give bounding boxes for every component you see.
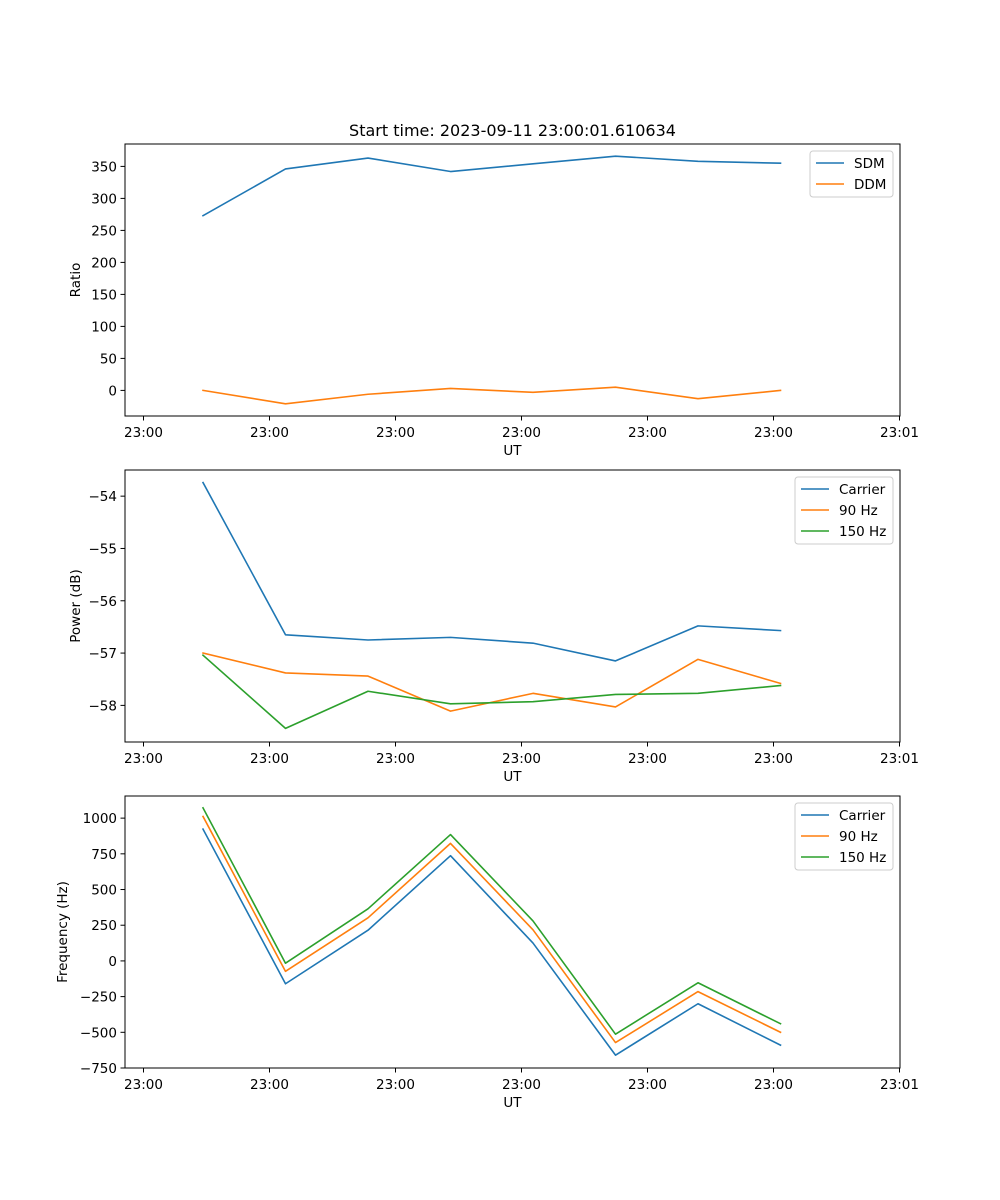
x-tick-label: 23:00	[502, 1077, 541, 1093]
legend-box	[794, 476, 894, 545]
legend: SDM DDM	[809, 150, 894, 198]
series-line-150-hz	[201, 654, 782, 730]
y-tick-label: 300	[91, 191, 117, 207]
legend-label: DDM	[854, 177, 886, 193]
x-tick-label: 23:01	[880, 1077, 919, 1093]
y-tick-label: 250	[91, 223, 117, 239]
series-line-150-hz	[201, 806, 782, 1035]
y-tick-label: −56	[89, 594, 118, 610]
x-tick-label: 23:01	[880, 425, 919, 441]
x-tick-label: 23:00	[754, 1077, 793, 1093]
chart-title: Start time: 2023-09-11 23:00:01.610634	[349, 121, 676, 140]
y-tick-label: 250	[91, 918, 117, 934]
legend-label: 150 Hz	[839, 850, 886, 866]
y-tick-label: 150	[91, 287, 117, 303]
y-tick-label: −750	[80, 1061, 117, 1077]
y-axis-label: Power (dB)	[68, 569, 84, 642]
y-tick-label: 100	[91, 319, 117, 335]
x-tick-label: 23:00	[628, 751, 667, 767]
x-tick-label: 23:01	[880, 751, 919, 767]
series-line-sdm	[201, 155, 782, 217]
legend-box	[794, 802, 894, 871]
y-axis-label: Frequency (Hz)	[55, 881, 71, 983]
x-tick-label: 23:00	[124, 1077, 163, 1093]
legend: Carrier 90 Hz 150 Hz	[794, 476, 894, 545]
chart-panel-2: 23:00 23:00 23:00 23:00 23:00 23:00 23:01 −750 −…	[55, 795, 919, 1111]
y-tick-label: 1000	[83, 811, 117, 827]
x-axis-label: UT	[503, 769, 522, 785]
x-tick-label: 23:00	[502, 425, 541, 441]
x-tick-label: 23:00	[376, 1077, 415, 1093]
x-tick-label: 23:00	[754, 751, 793, 767]
y-tick-label: −55	[89, 541, 118, 557]
series-line-carrier	[201, 828, 782, 1056]
y-tick-label: −54	[89, 489, 118, 505]
x-tick-label: 23:00	[376, 751, 415, 767]
chart-panel-0: Start time: 2023-09-11 23:00:01.610634 23…	[68, 121, 919, 459]
legend-label: Carrier	[839, 808, 886, 824]
y-tick-label: −250	[80, 990, 117, 1006]
y-tick-label: 500	[91, 883, 117, 899]
y-tick-label: −57	[89, 646, 118, 662]
series-line-90-hz	[201, 815, 782, 1044]
legend-label: Carrier	[839, 482, 886, 498]
x-tick-label: 23:00	[754, 425, 793, 441]
chart-panel-1: 23:00 23:00 23:00 23:00 23:00 23:00 23:01 −58 −5…	[68, 469, 919, 785]
y-axis-label: Ratio	[68, 263, 84, 298]
x-tick-label: 23:00	[250, 425, 289, 441]
x-axis-label: UT	[503, 443, 522, 459]
axes-frame	[124, 143, 901, 417]
y-tick-label: 350	[91, 159, 117, 175]
y-tick-label: −58	[89, 698, 118, 714]
x-tick-label: 23:00	[376, 425, 415, 441]
x-tick-label: 23:00	[124, 425, 163, 441]
y-tick-label: 0	[108, 383, 117, 399]
y-tick-label: −500	[80, 1025, 117, 1041]
y-tick-label: 750	[91, 847, 117, 863]
legend-label: 90 Hz	[839, 503, 878, 519]
y-tick-label: 50	[100, 351, 117, 367]
series-line-carrier	[201, 481, 782, 662]
x-tick-label: 23:00	[628, 425, 667, 441]
axes-frame	[124, 469, 901, 743]
x-tick-label: 23:00	[250, 1077, 289, 1093]
x-axis-label: UT	[503, 1095, 522, 1111]
x-tick-label: 23:00	[628, 1077, 667, 1093]
legend: Carrier 90 Hz 150 Hz	[794, 802, 894, 871]
legend-label: 90 Hz	[839, 829, 878, 845]
y-tick-label: 200	[91, 255, 117, 271]
legend-label: SDM	[854, 156, 885, 172]
x-tick-label: 23:00	[124, 751, 163, 767]
axes-frame	[124, 795, 901, 1069]
legend-label: 150 Hz	[839, 524, 886, 540]
x-tick-label: 23:00	[250, 751, 289, 767]
x-tick-label: 23:00	[502, 751, 541, 767]
series-line-ddm	[202, 386, 782, 405]
y-tick-label: 0	[108, 954, 117, 970]
